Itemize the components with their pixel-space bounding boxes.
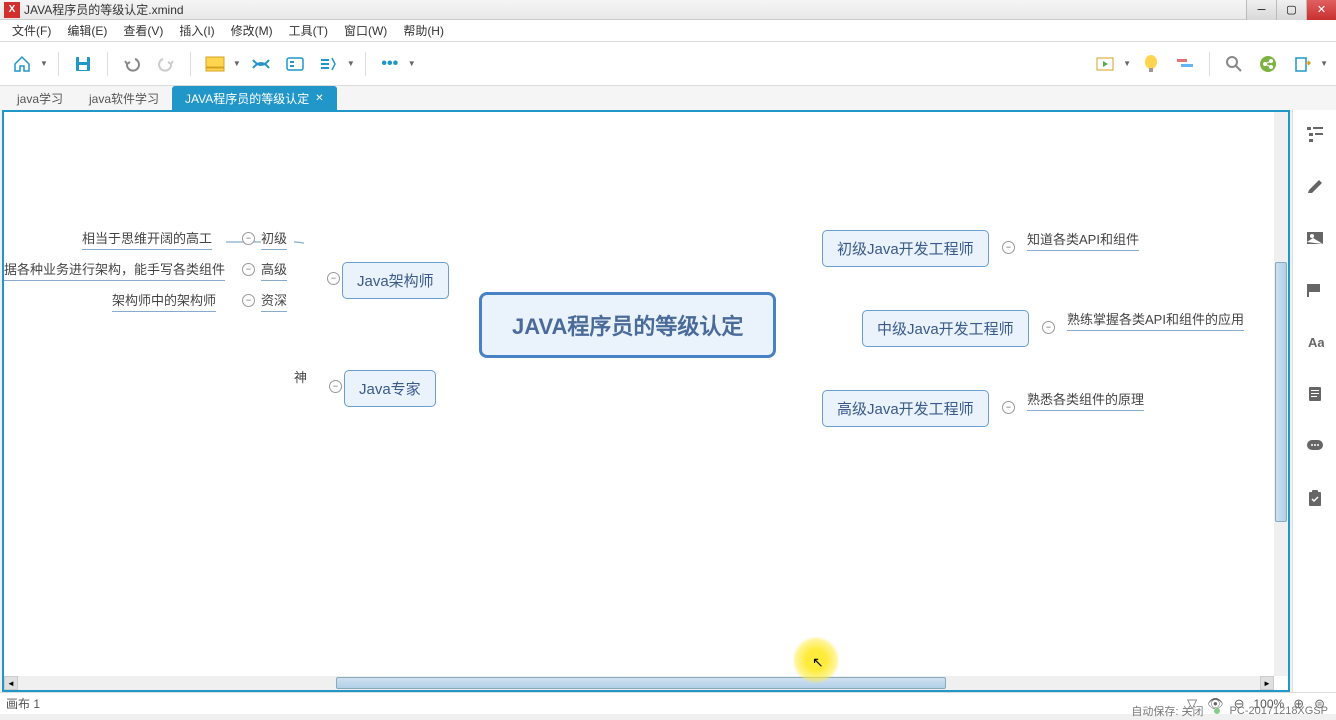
status-dot-icon <box>1214 708 1220 714</box>
window-title: JAVA程序员的等级认定.xmind <box>24 1 184 18</box>
home-dropdown-icon[interactable]: ▼ <box>40 59 48 68</box>
root-node[interactable]: JAVA程序员的等级认定 <box>479 292 776 358</box>
canvas-wrap: JAVA程序员的等级认定 初级Java开发工程师 − 知道各类API和组件 中级… <box>2 110 1290 692</box>
toggle-expert[interactable]: − <box>329 380 342 393</box>
save-button[interactable] <box>69 50 97 78</box>
export-button[interactable] <box>1288 50 1316 78</box>
close-button[interactable]: ✕ <box>1306 0 1336 20</box>
notes-icon[interactable] <box>1303 382 1327 406</box>
menu-tools[interactable]: 工具(T) <box>281 20 336 41</box>
home-button[interactable] <box>8 50 36 78</box>
hscroll-track[interactable] <box>18 676 1260 690</box>
toggle-senior[interactable]: − <box>1002 401 1015 414</box>
node-junior-dev[interactable]: 初级Java开发工程师 <box>822 230 989 267</box>
vscroll-thumb[interactable] <box>1275 262 1287 522</box>
tab-label: JAVA程序员的等级认定 <box>185 90 309 107</box>
more-dropdown-icon[interactable]: ▼ <box>408 59 416 68</box>
toggle-s3[interactable]: − <box>242 294 255 307</box>
leaf-junior[interactable]: 知道各类API和组件 <box>1027 229 1139 251</box>
share-button[interactable] <box>1254 50 1282 78</box>
relationship-button[interactable] <box>247 50 275 78</box>
hscroll-left-button[interactable]: ◄ <box>4 676 18 690</box>
titlebar: X JAVA程序员的等级认定.xmind ─ ▢ ✕ <box>0 0 1336 20</box>
leaf-s1[interactable]: 相当于思维开阔的高工 <box>82 228 212 250</box>
sub-senior-arch[interactable]: 高级 <box>261 259 287 281</box>
minimize-button[interactable]: ─ <box>1246 0 1276 20</box>
export-dropdown-icon[interactable]: ▼ <box>1320 59 1328 68</box>
sub-expert-arch[interactable]: 资深 <box>261 290 287 312</box>
search-button[interactable] <box>1220 50 1248 78</box>
comments-icon[interactable] <box>1303 434 1327 458</box>
vertical-scrollbar[interactable] <box>1274 112 1288 676</box>
node-mid-dev[interactable]: 中级Java开发工程师 <box>862 310 1029 347</box>
workspace: JAVA程序员的等级认定 初级Java开发工程师 − 知道各类API和组件 中级… <box>0 110 1336 692</box>
topic-button[interactable] <box>201 50 229 78</box>
sheet-name[interactable]: 画布 1 <box>6 695 40 712</box>
menu-file[interactable]: 文件(F) <box>4 20 59 41</box>
topic-dropdown-icon[interactable]: ▼ <box>233 59 241 68</box>
hscroll-right-button[interactable]: ► <box>1260 676 1274 690</box>
menu-view[interactable]: 查看(V) <box>115 20 171 41</box>
menu-modify[interactable]: 修改(M) <box>223 20 281 41</box>
menu-help[interactable]: 帮助(H) <box>395 20 452 41</box>
menu-window[interactable]: 窗口(W) <box>336 20 395 41</box>
window-controls: ─ ▢ ✕ <box>1246 0 1336 20</box>
menu-edit[interactable]: 编辑(E) <box>59 20 115 41</box>
toggle-architect[interactable]: − <box>327 272 340 285</box>
boundary-button[interactable] <box>281 50 309 78</box>
leaf-senior[interactable]: 熟悉各类组件的原理 <box>1027 389 1144 411</box>
outline-icon[interactable] <box>1303 122 1327 146</box>
horizontal-scrollbar[interactable]: ◄ ► <box>4 676 1274 690</box>
toggle-mid[interactable]: − <box>1042 321 1055 334</box>
toggle-junior[interactable]: − <box>1002 241 1015 254</box>
footer-status: 自动保存: 关闭 PC-20171218XGSP <box>1131 702 1328 720</box>
presentation-button[interactable] <box>1091 50 1119 78</box>
pc-name: PC-20171218XGSP <box>1230 705 1328 717</box>
gantt-button[interactable] <box>1171 50 1199 78</box>
autosave-status: 自动保存: 关闭 <box>1131 703 1203 719</box>
font-icon[interactable]: Aa <box>1303 330 1327 354</box>
task-icon[interactable] <box>1303 486 1327 510</box>
summary-dropdown-icon[interactable]: ▼ <box>347 59 355 68</box>
redo-button[interactable] <box>152 50 180 78</box>
sub-junior-arch[interactable]: 初级 <box>261 228 287 250</box>
more-button[interactable]: ••• <box>376 50 404 78</box>
node-architect[interactable]: Java架构师 <box>342 262 449 299</box>
tab-java-level[interactable]: JAVA程序员的等级认定 ✕ <box>172 86 337 110</box>
maximize-button[interactable]: ▢ <box>1276 0 1306 20</box>
menubar: 文件(F) 编辑(E) 查看(V) 插入(I) 修改(M) 工具(T) 窗口(W… <box>0 20 1336 42</box>
brainstorm-button[interactable] <box>1137 50 1165 78</box>
svg-text:Aa: Aa <box>1308 335 1324 350</box>
format-icon[interactable] <box>1303 174 1327 198</box>
leaf-s3[interactable]: 架构师中的架构师 <box>112 290 216 312</box>
image-icon[interactable] <box>1303 226 1327 250</box>
toggle-s1[interactable]: − <box>242 232 255 245</box>
node-senior-dev[interactable]: 高级Java开发工程师 <box>822 390 989 427</box>
summary-button[interactable] <box>315 50 343 78</box>
hscroll-thumb[interactable] <box>336 677 946 689</box>
app-icon: X <box>4 2 20 18</box>
mindmap-canvas[interactable]: JAVA程序员的等级认定 初级Java开发工程师 − 知道各类API和组件 中级… <box>4 112 1288 690</box>
leaf-mid[interactable]: 熟练掌握各类API和组件的应用 <box>1067 309 1244 331</box>
tab-close-icon[interactable]: ✕ <box>315 93 323 104</box>
node-expert[interactable]: Java专家 <box>344 370 436 407</box>
tab-java-software[interactable]: java软件学习 <box>76 86 172 110</box>
undo-button[interactable] <box>118 50 146 78</box>
tabbar: java学习 java软件学习 JAVA程序员的等级认定 ✕ <box>0 86 1336 110</box>
leaf-god[interactable]: 神 <box>294 367 307 388</box>
tab-java-study[interactable]: java学习 <box>4 86 76 110</box>
leaf-s2[interactable]: 据各种业务进行架构，能手写各类组件 <box>4 259 225 281</box>
right-sidebar: Aa <box>1292 110 1336 692</box>
menu-insert[interactable]: 插入(I) <box>171 20 222 41</box>
marker-icon[interactable] <box>1303 278 1327 302</box>
toggle-s2[interactable]: − <box>242 263 255 276</box>
presentation-dropdown-icon[interactable]: ▼ <box>1123 59 1131 68</box>
toolbar: ▼ ▼ ▼ ••• ▼ ▼ ▼ <box>0 42 1336 86</box>
